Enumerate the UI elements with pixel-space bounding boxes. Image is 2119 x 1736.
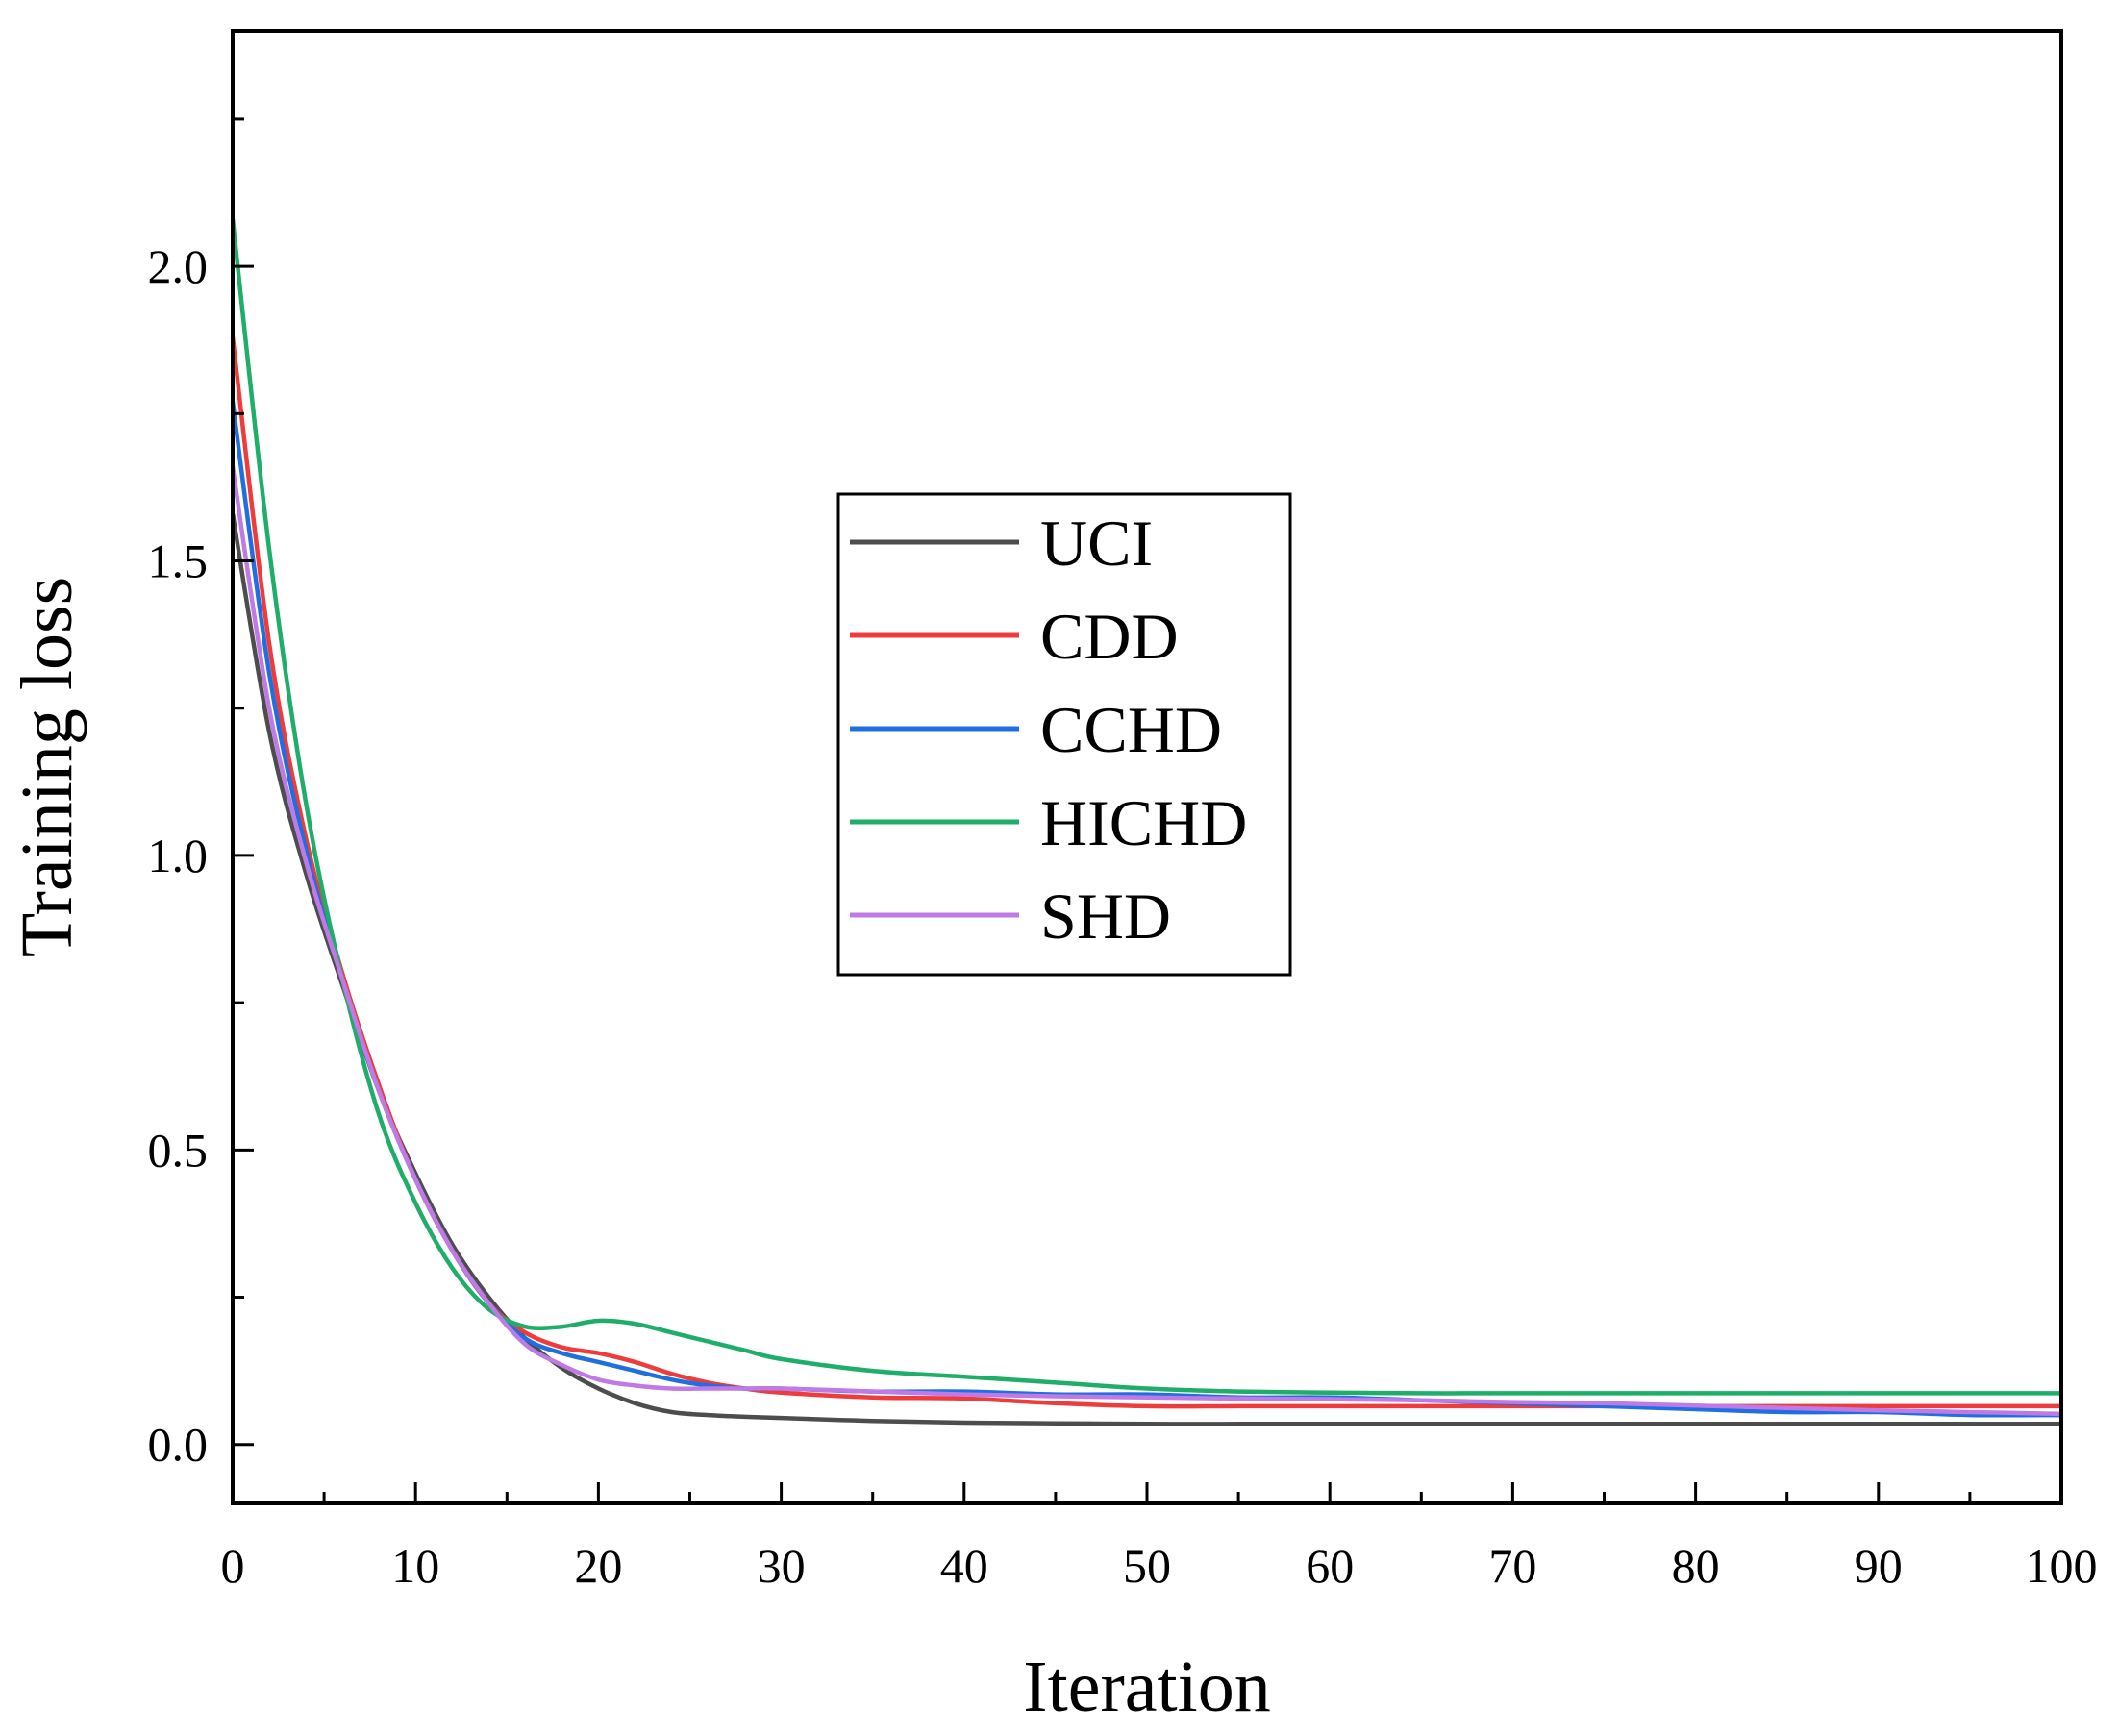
- series-line-shd: [230, 466, 2062, 1417]
- x-tick-label: 70: [1488, 1539, 1536, 1593]
- y-tick-label: 1.5: [148, 534, 209, 588]
- y-tick-label: 0.0: [148, 1418, 209, 1472]
- x-tick-label: 50: [1123, 1539, 1171, 1593]
- y-tick-label: 0.5: [148, 1123, 209, 1177]
- legend: UCI CDD CCHD HICHD SHD: [836, 492, 1292, 977]
- x-tick-label: 40: [940, 1539, 988, 1593]
- x-tick-label: 20: [574, 1539, 622, 1593]
- legend-label-cchd: CCHD: [1040, 693, 1222, 766]
- y-axis-label: Training loss: [7, 577, 87, 957]
- plot-frame: [231, 29, 2063, 1505]
- x-axis-label: Iteration: [1023, 1647, 1270, 1727]
- x-tick-label: 60: [1306, 1539, 1354, 1593]
- x-tick-label: 80: [1672, 1539, 1720, 1593]
- x-tick-label: 30: [758, 1539, 806, 1593]
- axis-ticks: 0 10 20 30 40 50 60 70 80 90 100 0.0 0.5 1.0 1.5 2.0: [148, 117, 2098, 1593]
- legend-label-hichd: HICHD: [1040, 786, 1247, 859]
- legend-label-cdd: CDD: [1040, 600, 1179, 673]
- y-tick-label: 2.0: [148, 239, 209, 293]
- legend-frame: [836, 492, 1292, 977]
- legend-label-shd: SHD: [1040, 880, 1171, 953]
- x-tick-label: 90: [1855, 1539, 1903, 1593]
- x-tick-label: 0: [221, 1539, 245, 1593]
- legend-label-uci: UCI: [1040, 507, 1153, 580]
- plot-area: [230, 218, 2062, 1426]
- y-tick-label: 1.0: [148, 829, 209, 882]
- x-tick-label: 10: [391, 1539, 439, 1593]
- x-tick-label: 100: [2026, 1539, 2098, 1593]
